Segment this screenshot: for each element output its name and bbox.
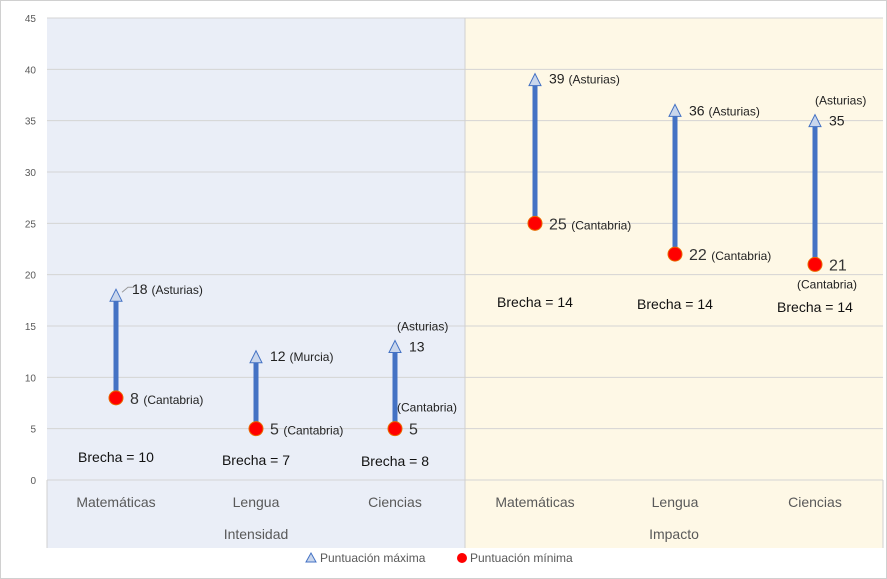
x-category-label: Ciencias: [368, 494, 422, 510]
gap-label: Brecha = 14: [497, 294, 573, 310]
min-marker: [527, 215, 543, 231]
min-marker: [387, 421, 403, 437]
min-region-label: (Cantabria): [797, 277, 857, 291]
y-tick-label: 20: [25, 271, 37, 282]
max-value-label: 39 (Asturias): [549, 71, 620, 87]
gap-label: Brecha = 14: [777, 299, 853, 315]
y-tick-label: 15: [25, 322, 37, 333]
max-marker: [668, 103, 682, 117]
max-value-label: 36 (Asturias): [689, 102, 760, 118]
min-region-label: (Cantabria): [397, 401, 457, 415]
y-tick-label: 40: [25, 65, 37, 76]
max-marker: [109, 288, 123, 302]
min-value-label: 22 (Cantabria): [689, 247, 771, 264]
gap-label: Brecha = 10: [78, 449, 154, 465]
min-value-label: 5 (Cantabria): [270, 422, 343, 439]
group-label-background: [465, 520, 883, 548]
group-background-intensidad: [47, 18, 465, 520]
min-value-label: 8 (Cantabria): [130, 391, 203, 408]
x-group-label: Intensidad: [224, 526, 289, 542]
gap-label: Brecha = 8: [361, 453, 429, 469]
y-tick-label: 10: [25, 373, 37, 384]
leader-line: [121, 286, 134, 293]
y-tick-label: 45: [25, 14, 37, 25]
min-marker: [667, 246, 683, 262]
group-label-background: [47, 520, 465, 548]
x-category-label: Lengua: [652, 494, 699, 510]
y-tick-label: 35: [25, 117, 37, 128]
x-category-label: Lengua: [233, 494, 280, 510]
legend-circle-icon: [457, 553, 467, 563]
min-marker: [807, 256, 823, 272]
x-category-label: Ciencias: [788, 494, 842, 510]
min-marker: [108, 390, 124, 406]
max-marker: [528, 72, 542, 87]
legend-label-min: Puntuación mínima: [470, 551, 573, 565]
max-value-label: 35: [829, 113, 845, 129]
max-value-label: 18 (Asturias): [132, 281, 203, 297]
y-tick-label: 25: [25, 219, 37, 230]
max-value-label: 12 (Murcia): [270, 348, 333, 364]
gap-label: Brecha = 7: [222, 452, 290, 468]
y-tick-label: 5: [30, 425, 36, 436]
min-value-label: 21: [829, 257, 847, 274]
gap-label: Brecha = 14: [637, 296, 713, 312]
legend-triangle-icon: [305, 551, 317, 563]
y-tick-label: 30: [25, 168, 37, 179]
min-value-label: 5: [409, 422, 418, 439]
y-tick-label: 0: [30, 476, 36, 487]
x-group-label: Impacto: [649, 526, 699, 542]
max-region-label: (Asturias): [815, 94, 866, 108]
max-marker: [249, 349, 263, 364]
max-marker: [808, 113, 822, 128]
min-value-label: 25 (Cantabria): [549, 216, 631, 233]
max-marker: [388, 339, 402, 354]
x-category-label: Matemáticas: [76, 494, 155, 510]
max-value-label: 13: [409, 339, 425, 355]
min-marker: [248, 421, 264, 437]
legend-label-max: Puntuación máxima: [320, 551, 426, 565]
max-region-label: (Asturias): [397, 320, 448, 334]
x-category-label: Matemáticas: [495, 494, 574, 510]
